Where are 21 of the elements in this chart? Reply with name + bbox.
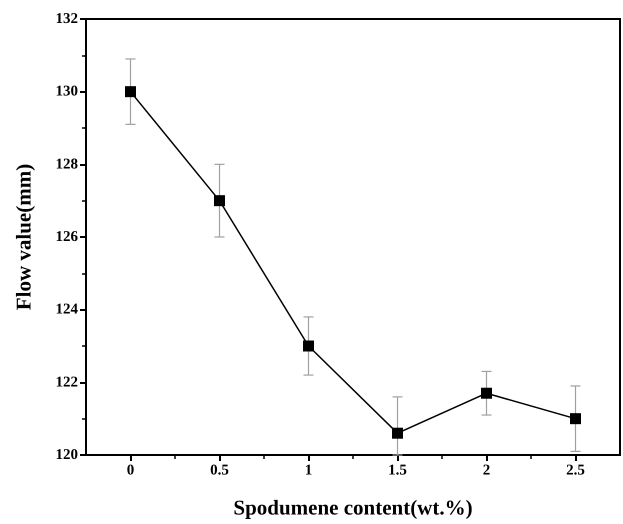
x-tick-label: 1.5 [388,462,407,478]
point [303,340,314,352]
y-tick-label: 128 [56,156,78,172]
y-tick-label: 120 [56,447,78,463]
point [392,428,403,439]
point [570,413,581,424]
x-tick-label: 0 [126,462,134,478]
y-tick-label: 130 [56,84,78,100]
y-tick-label: 126 [56,229,78,245]
x-tick-label: 2.5 [566,462,585,478]
point [214,195,225,206]
x-tick-label: 0.5 [210,462,229,478]
y-tick-label: 122 [56,374,78,390]
y-tick-label: 124 [56,302,78,318]
x-tick-label: 2 [482,462,490,478]
point [481,388,492,399]
y-tick-label: 132 [56,11,78,27]
y-axis-title: Flow value(mm) [12,164,36,310]
x-tick-label: 1 [304,462,312,478]
x-axis-title: Spodumene content(wt.%) [233,496,473,520]
point [125,86,136,98]
